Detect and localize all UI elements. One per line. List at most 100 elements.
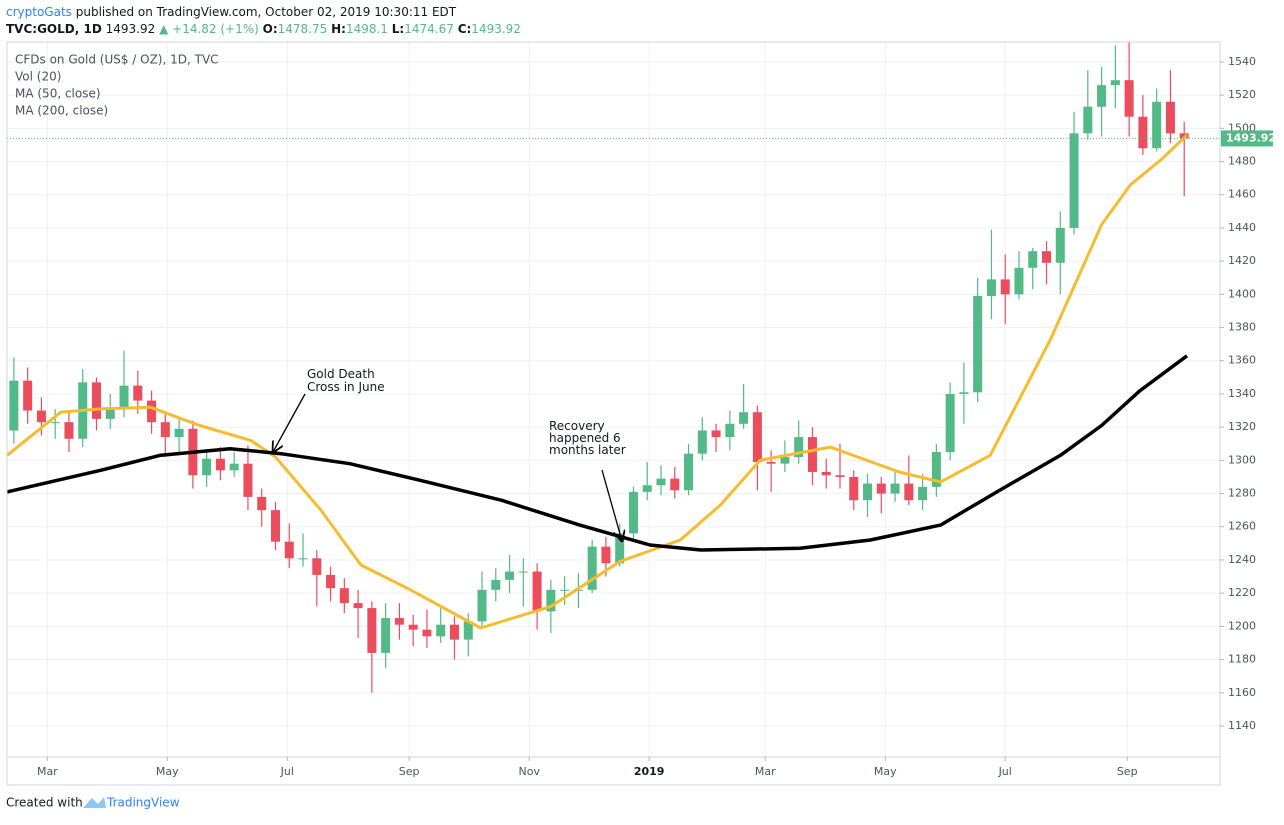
legend-main: CFDs on Gold (US$ / OZ), 1D, TVC	[15, 53, 219, 67]
candle-body	[119, 385, 129, 408]
candle-body	[1000, 279, 1010, 295]
x-tick-label: May	[156, 765, 179, 778]
candle-body	[23, 380, 33, 411]
candle-body	[91, 382, 101, 419]
ohlc-value: 1498.1	[346, 22, 388, 36]
candle-body	[959, 392, 969, 394]
candle-body	[1110, 80, 1120, 86]
candle-body	[518, 571, 528, 573]
y-tick-label: 1400	[1228, 287, 1256, 300]
x-tick-label: Nov	[519, 765, 541, 778]
x-tick-label: Jul	[280, 765, 294, 778]
annotation-arrow	[601, 469, 622, 541]
candle-body	[794, 437, 804, 458]
candle-body	[215, 458, 225, 471]
candle-body	[1097, 85, 1107, 107]
candle-body	[587, 546, 597, 590]
candle-body	[684, 453, 694, 491]
candle-body	[1069, 133, 1079, 228]
candle-body	[64, 422, 74, 439]
annotation-arrow	[273, 393, 306, 452]
y-tick-label: 1320	[1228, 420, 1256, 433]
annotation-line: Recovery	[549, 419, 605, 433]
candle-body	[835, 475, 845, 477]
y-tick-label: 1160	[1228, 686, 1256, 699]
candle-body	[1083, 106, 1093, 134]
candle-body	[339, 588, 349, 604]
ohlc-label: O:	[263, 22, 278, 36]
candle-body	[202, 458, 212, 476]
candle-body	[821, 471, 831, 476]
candle-body	[326, 574, 336, 589]
y-tick-label: 1480	[1228, 155, 1256, 168]
candle-body	[918, 486, 928, 501]
candle-body	[1124, 80, 1134, 117]
candle-body	[546, 589, 556, 612]
candle-body	[243, 463, 253, 497]
candle-body	[353, 603, 363, 609]
annotation-line: happened 6	[549, 431, 621, 445]
candle-body	[367, 608, 377, 653]
footer-brand: TradingView	[106, 796, 180, 810]
candle-body	[284, 541, 294, 559]
candle-body	[1138, 116, 1148, 149]
candle-body	[298, 558, 308, 560]
candle-body	[725, 423, 735, 438]
y-tick-label: 1180	[1228, 653, 1256, 666]
brand-logo	[83, 797, 106, 808]
candle-body	[601, 546, 611, 564]
y-tick-label: 1200	[1228, 619, 1256, 632]
y-tick-label: 1340	[1228, 387, 1256, 400]
y-tick-label: 1140	[1228, 719, 1256, 732]
candle-body	[615, 533, 625, 564]
x-tick-label: May	[874, 765, 897, 778]
candle-body	[1028, 251, 1038, 268]
y-tick-label: 1520	[1228, 88, 1256, 101]
change: +14.82 (+1%)	[172, 22, 259, 36]
y-tick-label: 1260	[1228, 520, 1256, 533]
candle-body	[931, 452, 941, 487]
last: 1493.92	[106, 22, 156, 36]
candle-body	[876, 483, 886, 494]
candle-body	[739, 412, 749, 424]
annotation-line: Cross in June	[307, 380, 385, 394]
candle-body	[257, 496, 267, 511]
annotation-line: months later	[549, 443, 626, 457]
ma-line	[6, 354, 1189, 552]
up-icon: ▲	[159, 22, 169, 36]
y-tick-label: 1460	[1228, 188, 1256, 201]
candle-body	[697, 430, 707, 454]
x-tick-label: Sep	[399, 765, 420, 778]
candle-body	[229, 463, 239, 471]
candle-body	[849, 476, 859, 501]
candle-body	[463, 621, 473, 640]
candle-body	[408, 624, 418, 630]
candle-body	[449, 624, 459, 640]
candle-body	[532, 571, 542, 612]
candle-body	[1014, 267, 1024, 295]
candle-body	[560, 589, 570, 591]
candle-body	[36, 410, 46, 423]
last-price-tag	[1221, 130, 1273, 147]
candle-body	[573, 589, 583, 591]
legend-indicator: Vol (20)	[15, 70, 61, 84]
candle-body	[477, 589, 487, 622]
header-line: cryptoGats published on TradingView.com,…	[6, 5, 457, 19]
y-tick-label: 1360	[1228, 354, 1256, 367]
candle-body	[656, 478, 666, 486]
candle-body	[270, 510, 280, 542]
candle-body	[422, 629, 432, 637]
ohlc-label: L:	[392, 22, 404, 36]
x-tick-label: Jul	[998, 765, 1012, 778]
author: cryptoGats	[6, 5, 72, 19]
candle-body	[642, 485, 652, 492]
candle-body	[50, 422, 60, 424]
y-tick-label: 1300	[1228, 453, 1256, 466]
y-tick-label: 1220	[1228, 586, 1256, 599]
candle-body	[752, 412, 762, 463]
footer-text: Created with	[6, 796, 83, 810]
frame	[6, 41, 1221, 786]
ohlc-value: 1478.75	[278, 22, 328, 36]
